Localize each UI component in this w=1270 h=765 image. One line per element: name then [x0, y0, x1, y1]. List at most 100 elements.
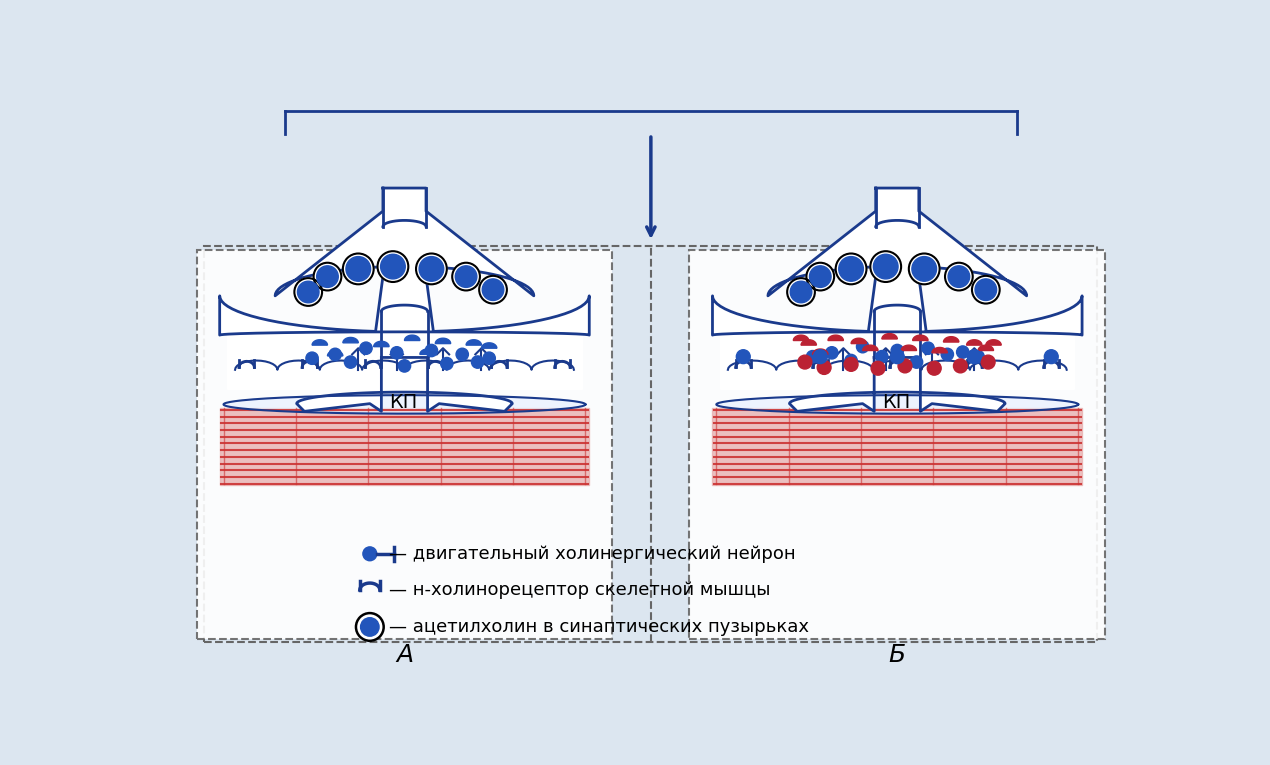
Polygon shape: [436, 338, 451, 343]
Circle shape: [968, 350, 982, 363]
Circle shape: [314, 262, 342, 291]
FancyBboxPatch shape: [197, 249, 612, 639]
Text: А: А: [396, 643, 413, 666]
Circle shape: [856, 340, 869, 353]
Text: — двигательный холинергический нейрон: — двигательный холинергический нейрон: [389, 545, 796, 563]
Circle shape: [419, 256, 443, 282]
Polygon shape: [966, 340, 982, 345]
Circle shape: [737, 350, 751, 363]
Circle shape: [356, 613, 384, 641]
Circle shape: [306, 352, 319, 364]
Circle shape: [871, 361, 885, 375]
Circle shape: [876, 350, 888, 363]
Text: — ацетилхолин в синаптических пузырьках: — ацетилхолин в синаптических пузырьках: [389, 618, 809, 636]
Circle shape: [945, 262, 973, 291]
Circle shape: [826, 347, 838, 359]
Circle shape: [295, 278, 323, 306]
Circle shape: [949, 265, 970, 288]
Polygon shape: [343, 337, 358, 343]
Circle shape: [391, 347, 403, 359]
Polygon shape: [404, 335, 420, 340]
Circle shape: [956, 346, 969, 358]
Circle shape: [813, 350, 827, 363]
Circle shape: [456, 265, 476, 288]
Circle shape: [345, 256, 371, 282]
Circle shape: [975, 279, 997, 301]
Polygon shape: [716, 396, 1078, 414]
Circle shape: [870, 251, 902, 282]
Circle shape: [806, 262, 834, 291]
Polygon shape: [220, 188, 589, 335]
Polygon shape: [297, 357, 512, 412]
Circle shape: [890, 350, 904, 363]
Circle shape: [927, 361, 941, 375]
Circle shape: [363, 547, 377, 561]
Circle shape: [892, 344, 903, 356]
Circle shape: [809, 265, 831, 288]
Circle shape: [817, 360, 831, 374]
Text: — н-холинорецептор скелетной мышцы: — н-холинорецептор скелетной мышцы: [389, 581, 771, 599]
Polygon shape: [328, 350, 343, 356]
Circle shape: [898, 359, 912, 373]
Circle shape: [806, 350, 819, 363]
Polygon shape: [913, 335, 928, 340]
Circle shape: [479, 276, 507, 304]
Circle shape: [344, 356, 357, 368]
Polygon shape: [828, 335, 843, 340]
Circle shape: [425, 344, 438, 356]
Polygon shape: [944, 337, 959, 342]
Circle shape: [845, 357, 859, 371]
Circle shape: [483, 352, 495, 364]
Circle shape: [297, 282, 319, 303]
Circle shape: [441, 357, 453, 369]
Circle shape: [483, 279, 504, 301]
Circle shape: [912, 256, 936, 282]
Polygon shape: [862, 345, 878, 350]
Polygon shape: [794, 335, 809, 340]
Polygon shape: [932, 347, 947, 353]
Circle shape: [787, 278, 815, 306]
Circle shape: [399, 360, 410, 372]
Circle shape: [1044, 350, 1058, 363]
Circle shape: [941, 348, 954, 360]
Polygon shape: [224, 396, 585, 414]
Circle shape: [417, 253, 447, 285]
Polygon shape: [466, 340, 481, 345]
Polygon shape: [712, 188, 1082, 335]
Circle shape: [954, 359, 968, 373]
Circle shape: [798, 355, 812, 369]
Circle shape: [838, 256, 864, 282]
Polygon shape: [481, 343, 497, 348]
Circle shape: [316, 265, 338, 288]
Polygon shape: [312, 340, 328, 345]
Circle shape: [911, 356, 923, 368]
Polygon shape: [881, 334, 898, 339]
Circle shape: [452, 262, 480, 291]
Text: КП: КП: [389, 393, 418, 412]
Polygon shape: [978, 345, 993, 350]
Circle shape: [361, 617, 378, 636]
Polygon shape: [801, 340, 817, 345]
Circle shape: [972, 276, 999, 304]
Circle shape: [471, 356, 484, 368]
Polygon shape: [813, 349, 828, 354]
Polygon shape: [986, 340, 1001, 345]
Circle shape: [874, 254, 898, 279]
Polygon shape: [712, 409, 1082, 485]
Text: Б: Б: [889, 643, 906, 666]
Circle shape: [982, 355, 996, 369]
Polygon shape: [902, 345, 917, 350]
Circle shape: [359, 342, 372, 354]
Circle shape: [381, 254, 405, 279]
Circle shape: [909, 253, 940, 285]
Circle shape: [972, 350, 984, 363]
Circle shape: [329, 348, 342, 360]
Circle shape: [790, 282, 812, 303]
Circle shape: [343, 253, 373, 285]
FancyBboxPatch shape: [690, 249, 1105, 639]
Polygon shape: [420, 349, 436, 354]
Circle shape: [836, 253, 866, 285]
Polygon shape: [720, 331, 1074, 389]
Polygon shape: [220, 409, 589, 485]
Text: КП: КП: [881, 393, 911, 412]
